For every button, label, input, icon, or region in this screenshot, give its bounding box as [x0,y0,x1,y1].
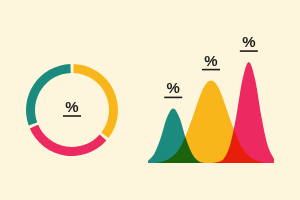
area-curve [148,62,274,163]
percent-label: % [242,33,255,50]
page: {"chart_data": [ {"type": "donut", "valu… [0,0,300,200]
percent-label: % [204,52,217,69]
underline [240,50,258,52]
areas [148,62,274,163]
underline [202,69,220,71]
percent-label: % [65,98,78,115]
underline [63,115,81,117]
percent-label: % [167,79,180,96]
underline [164,97,182,99]
donut-segment [30,125,107,156]
donut-segment [73,64,118,138]
donut [26,64,118,156]
canvas: %%%% [0,0,300,200]
